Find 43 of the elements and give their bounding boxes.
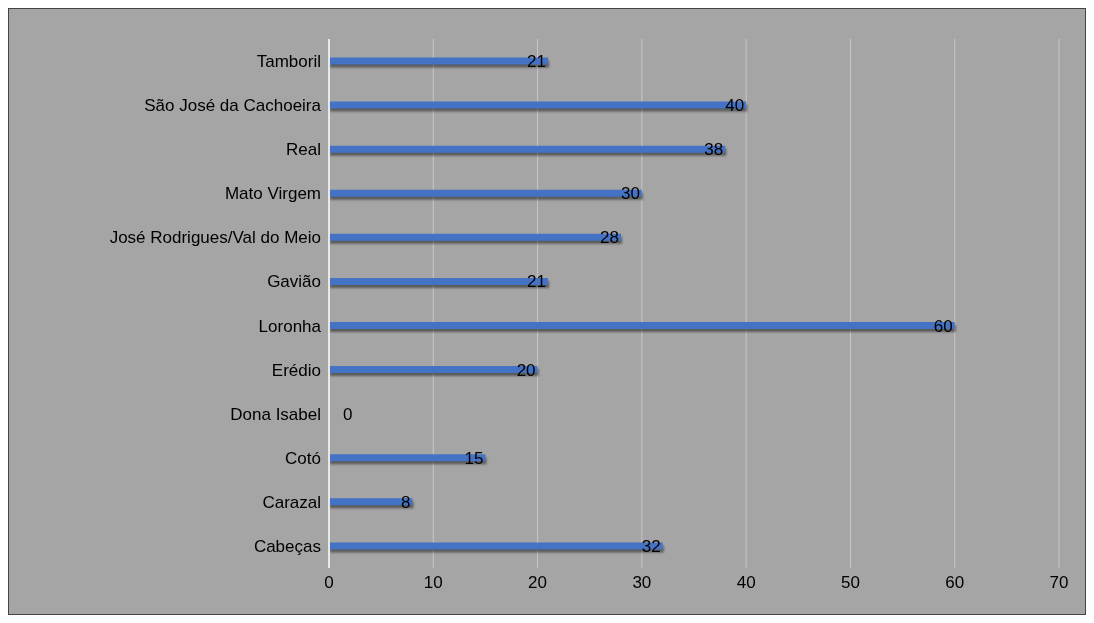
- data-label: 60: [933, 316, 953, 336]
- bar: [329, 498, 413, 506]
- data-label: 28: [600, 228, 619, 248]
- y-tick-label: Real: [286, 140, 321, 160]
- y-tick-label: Cotó: [285, 448, 321, 468]
- x-tick-label: 30: [632, 573, 652, 593]
- bar: [329, 542, 663, 550]
- bar: [329, 277, 548, 285]
- x-tick-label: 20: [528, 573, 548, 593]
- y-tick-label: Cabeças: [253, 536, 321, 556]
- x-tick-label: 0: [324, 573, 334, 593]
- y-tick-label: São José da Cachoeira: [144, 96, 322, 116]
- bar: [329, 233, 621, 241]
- data-label: 21: [527, 272, 546, 292]
- x-tick-label: 60: [945, 573, 965, 593]
- y-tick-label: Dona Isabel: [230, 404, 321, 424]
- data-label: 15: [464, 448, 484, 468]
- bar: [329, 57, 548, 65]
- data-label: 30: [620, 184, 640, 204]
- bar: [329, 454, 486, 462]
- x-tick-label: 70: [1049, 573, 1069, 593]
- data-label: 8: [400, 492, 411, 512]
- x-tick-label: 50: [840, 573, 860, 593]
- bar: [329, 189, 642, 197]
- y-tick-label: Tamboril: [256, 52, 321, 72]
- bar: [329, 366, 538, 374]
- y-tick-label: Mato Virgem: [224, 184, 321, 204]
- x-tick-label: 10: [423, 573, 443, 593]
- y-tick-label: Carazal: [262, 492, 321, 512]
- data-label: 0: [343, 404, 353, 424]
- bar: [329, 322, 955, 330]
- data-label: 32: [641, 536, 661, 556]
- data-label: 40: [725, 96, 745, 116]
- data-label: 21: [527, 52, 546, 72]
- y-tick-label: Loronha: [258, 316, 322, 336]
- data-label: 38: [704, 140, 724, 160]
- x-tick-label: 40: [736, 573, 756, 593]
- bar: [329, 145, 726, 153]
- data-label: 20: [516, 360, 536, 380]
- y-tick-label: José Rodrigues/Val do Meio: [109, 228, 321, 248]
- bar: [329, 101, 747, 109]
- y-tick-label: Erédio: [271, 360, 321, 380]
- y-tick-label: Gavião: [267, 272, 321, 292]
